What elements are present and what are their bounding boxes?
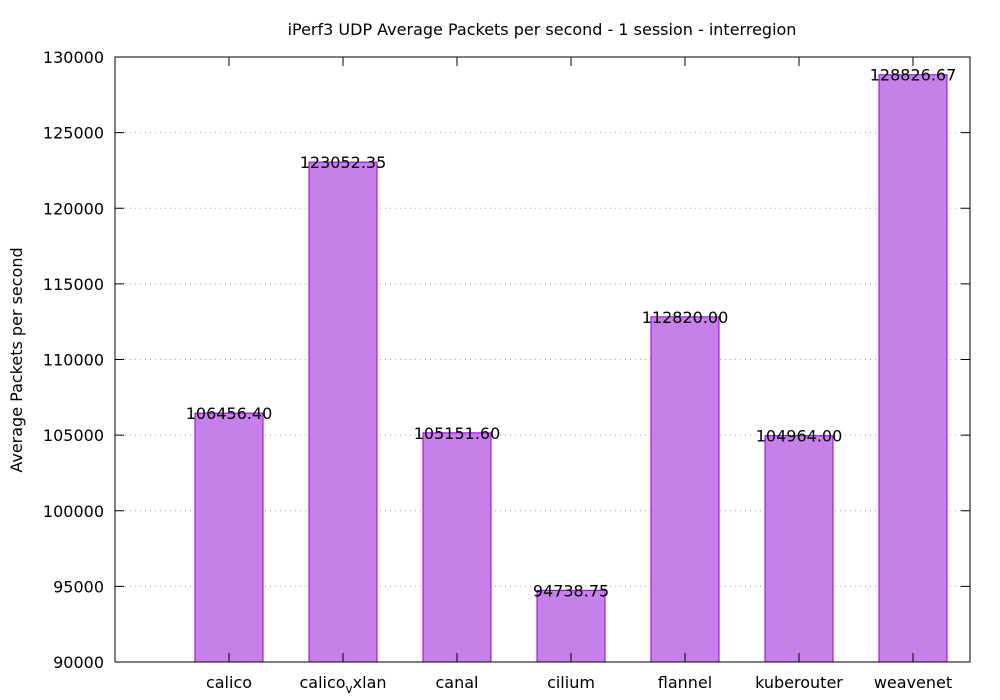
data-label-calico: 106456.40 — [186, 404, 273, 423]
data-label-calico_vxlan: 123052.35 — [300, 153, 387, 172]
x-tick-label: cilium — [547, 673, 595, 692]
data-label-cilium: 94738.75 — [533, 581, 609, 600]
x-tick-label: canal — [436, 673, 479, 692]
y-tick-label: 130000 — [43, 48, 104, 67]
x-tick-label: weavenet — [874, 673, 952, 692]
data-label-kuberouter: 104964.00 — [756, 427, 843, 446]
data-label-weavenet: 128826.67 — [870, 66, 957, 85]
y-tick-label: 125000 — [43, 124, 104, 143]
y-tick-label: 100000 — [43, 502, 104, 521]
y-tick-label: 95000 — [53, 577, 104, 596]
bar-calico — [194, 412, 264, 663]
bar-calico_vxlan — [308, 161, 378, 663]
bar-flannel — [650, 316, 720, 663]
x-tick-label: calicovxlan — [299, 673, 386, 696]
bar-canal — [422, 432, 492, 663]
y-tick-label: 120000 — [43, 199, 104, 218]
x-tick-label: flannel — [658, 673, 712, 692]
plot-frame — [114, 56, 971, 663]
data-label-flannel: 112820.00 — [642, 308, 729, 327]
x-tick-label: kuberouter — [755, 673, 843, 692]
y-tick-label: 110000 — [43, 351, 104, 370]
chart-title: iPerf3 UDP Average Packets per second - … — [288, 20, 797, 39]
bar-weavenet — [878, 74, 948, 663]
bar-kuberouter — [764, 435, 834, 663]
y-axis-label: Average Packets per second — [7, 247, 26, 472]
data-label-canal: 105151.60 — [414, 424, 501, 443]
y-tick-label: 115000 — [43, 275, 104, 294]
axes — [114, 56, 971, 663]
bars — [194, 74, 948, 663]
y-tick-label: 90000 — [53, 653, 104, 672]
labels: 90000 95000 100000 105000 110000 115000 120000… — [43, 48, 956, 696]
x-tick-label: calico — [206, 673, 252, 692]
y-tick-label: 105000 — [43, 426, 104, 445]
bar-cilium — [536, 589, 606, 663]
